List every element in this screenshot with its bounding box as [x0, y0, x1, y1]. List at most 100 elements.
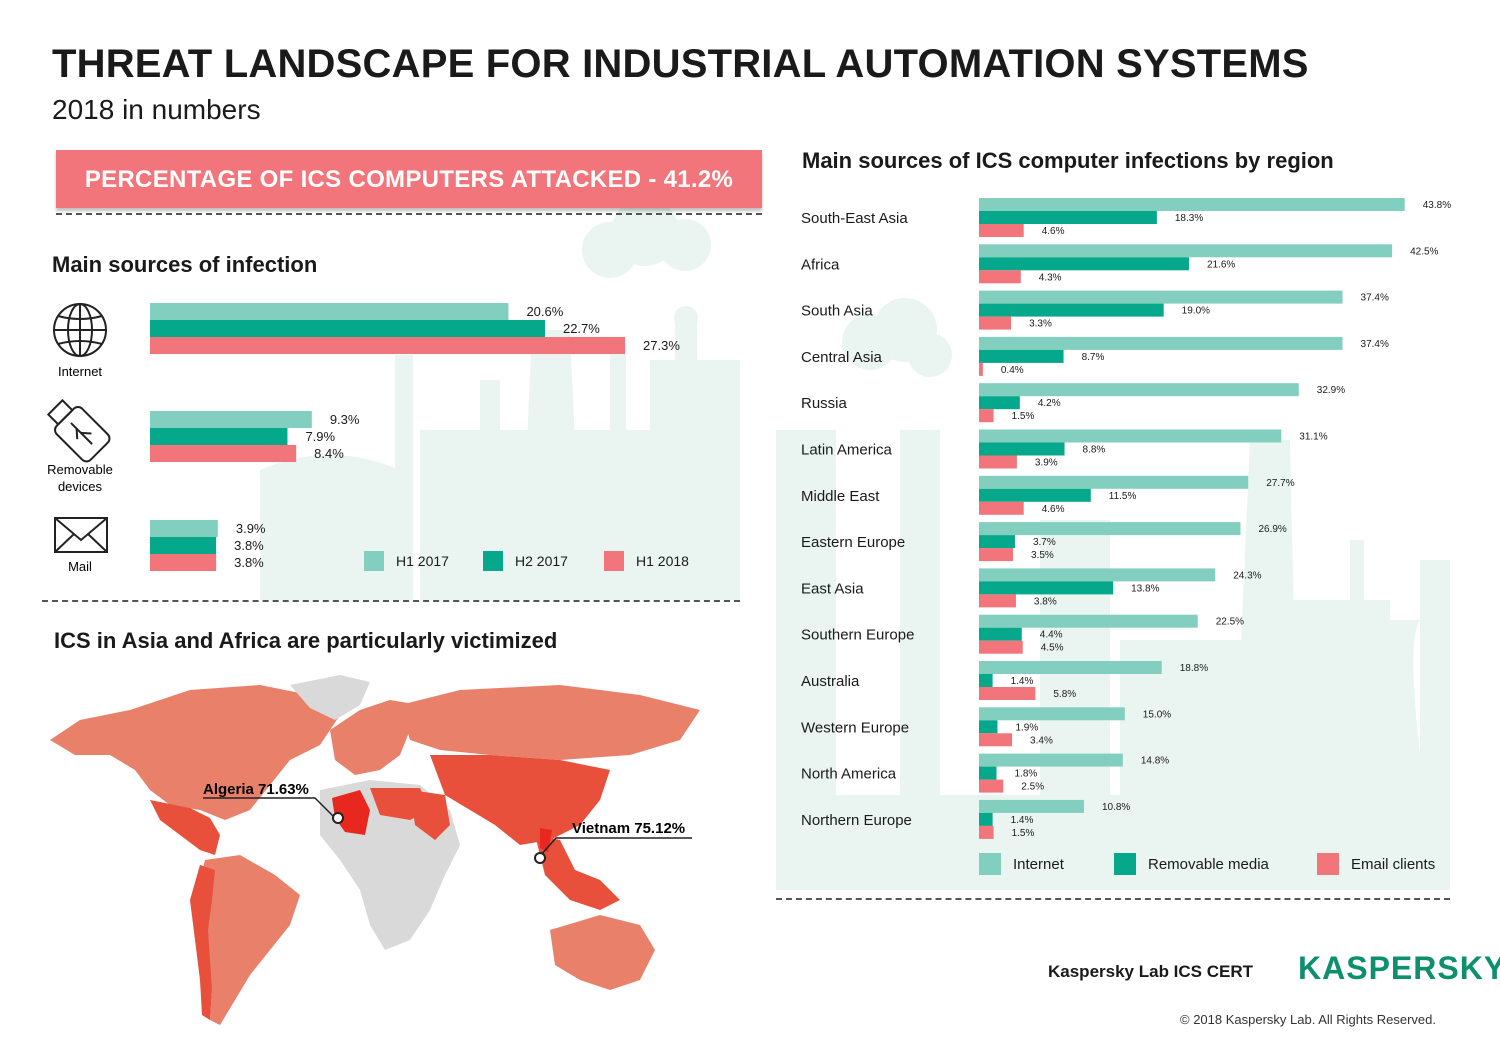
map-region-russia [400, 685, 700, 760]
region-bar-north-america-email-clients [979, 779, 1004, 793]
region-bar-latin-america-email-clients [979, 455, 1017, 469]
region-label: East Asia [801, 580, 864, 597]
region-bar-south-asia-internet [979, 290, 1343, 304]
source-bar-removable-devices-h1-2018 [150, 445, 297, 462]
region-label: Central Asia [801, 349, 883, 366]
region-bar-value-label: 13.8% [1131, 583, 1159, 594]
map-region-australia [550, 915, 655, 990]
page-title: THREAT LANDSCAPE FOR INDUSTRIAL AUTOMATI… [52, 42, 1309, 86]
region-bar-value-label: 3.9% [1035, 458, 1058, 469]
region-bar-value-label: 1.5% [1012, 828, 1035, 839]
world-map: Algeria 71.63% Vietnam 75.12% [50, 675, 700, 1025]
region-bar-africa-removable-media [979, 257, 1189, 271]
region-bar-northern-europe-removable-media [979, 812, 993, 826]
region-bar-central-asia-removable-media [979, 349, 1064, 363]
source-bar-internet-h2-2017 [150, 320, 545, 337]
region-bar-value-label: 1.5% [1012, 411, 1035, 422]
region-bar-africa-email-clients [979, 270, 1021, 284]
region-bar-south-asia-email-clients [979, 316, 1012, 330]
region-bar-value-label: 21.6% [1207, 259, 1235, 270]
copyright-notice: © 2018 Kaspersky Lab. All Rights Reserve… [1180, 1012, 1436, 1027]
map-region-north-america [50, 685, 340, 820]
region-bar-value-label: 31.1% [1299, 432, 1327, 443]
attacked-percentage-banner: PERCENTAGE OF ICS COMPUTERS ATTACKED - 4… [56, 150, 762, 208]
source-bar-removable-devices-h2-2017 [150, 428, 288, 445]
region-bar-middle-east-email-clients [979, 501, 1024, 515]
region-label: South-East Asia [801, 210, 908, 227]
region-label: Russia [801, 395, 848, 412]
source-bar-value-label: 7.9% [305, 429, 335, 444]
removable-icon-label-1: Removable [47, 462, 113, 477]
sources-legend-swatch [604, 551, 624, 571]
region-bar-value-label: 26.9% [1258, 524, 1286, 535]
footer-organization: Kaspersky Lab ICS CERT [1048, 962, 1254, 981]
region-bar-value-label: 2.5% [1021, 782, 1044, 793]
region-bar-east-asia-removable-media [979, 581, 1114, 595]
sources-section-title: Main sources of infection [52, 252, 318, 277]
map-region-south-america [195, 855, 300, 1025]
region-bar-value-label: 1.4% [1011, 676, 1034, 687]
region-bar-southern-europe-email-clients [979, 640, 1023, 654]
region-bar-middle-east-internet [979, 475, 1249, 489]
region-bar-north-america-removable-media [979, 766, 997, 780]
region-bar-value-label: 18.3% [1175, 213, 1203, 224]
algeria-callout: Algeria 71.63% [203, 781, 344, 824]
region-bar-value-label: 3.8% [1034, 596, 1057, 607]
usb-drive-icon [46, 398, 111, 463]
region-bar-eastern-europe-internet [979, 522, 1241, 536]
region-bar-central-asia-internet [979, 336, 1343, 350]
region-bar-value-label: 5.8% [1053, 689, 1076, 700]
map-region-south-east-asia [535, 835, 620, 910]
source-bar-mail-h1-2017 [150, 520, 218, 537]
map-region-algeria [332, 790, 370, 835]
region-bar-africa-internet [979, 244, 1393, 258]
region-label: Southern Europe [801, 627, 914, 644]
divider [56, 213, 762, 215]
region-bar-value-label: 37.4% [1361, 339, 1389, 350]
region-legend-swatch [1114, 853, 1136, 875]
source-bar-internet-h1-2017 [150, 303, 509, 320]
region-bar-southern-europe-removable-media [979, 627, 1022, 641]
source-bar-value-label: 9.3% [330, 412, 360, 427]
divider [776, 898, 1450, 900]
sources-legend-swatch [364, 551, 384, 571]
region-bar-value-label: 4.3% [1039, 272, 1062, 283]
region-bar-value-label: 4.5% [1041, 643, 1064, 654]
source-bar-internet-h1-2018 [150, 337, 626, 354]
region-label: Latin America [801, 442, 893, 459]
source-bar-value-label: 3.8% [234, 538, 264, 553]
region-bar-value-label: 3.3% [1029, 319, 1052, 330]
region-legend-label: Internet [1013, 856, 1065, 873]
mail-icon [54, 517, 108, 553]
source-bar-value-label: 20.6% [526, 304, 563, 319]
region-bar-northern-europe-internet [979, 799, 1084, 813]
region-legend-swatch [979, 853, 1001, 875]
sources-chart: Internet Removable devices Mail 20.6%22.… [46, 303, 689, 574]
region-bar-value-label: 43.8% [1423, 200, 1451, 211]
region-label: Eastern Europe [801, 534, 905, 551]
source-bar-mail-h2-2017 [150, 537, 217, 554]
kaspersky-logo: KASPERSKYlab [1298, 950, 1500, 987]
region-bar-australia-email-clients [979, 687, 1036, 700]
map-region-middle-east [410, 790, 450, 840]
map-region-europe [330, 700, 420, 775]
region-label: Middle East [801, 488, 880, 505]
region-bar-russia-removable-media [979, 396, 1020, 410]
region-bar-value-label: 18.8% [1180, 663, 1208, 674]
region-bar-value-label: 15.0% [1143, 709, 1171, 720]
region-bar-value-label: 0.4% [1001, 365, 1024, 376]
region-bar-value-label: 14.8% [1141, 756, 1169, 767]
region-bar-value-label: 37.4% [1361, 293, 1389, 304]
region-label: Australia [801, 673, 860, 690]
region-bar-middle-east-removable-media [979, 488, 1091, 502]
region-bar-south-east-asia-internet [979, 198, 1405, 211]
region-bar-value-label: 3.7% [1033, 537, 1056, 548]
region-bar-western-europe-email-clients [979, 733, 1013, 747]
logo-text: KASPERSKY [1298, 950, 1500, 986]
algeria-callout-label: Algeria 71.63% [203, 781, 309, 798]
region-bar-latin-america-removable-media [979, 442, 1065, 456]
sources-legend-label: H2 2017 [515, 553, 568, 569]
region-legend-label: Removable media [1148, 856, 1270, 873]
removable-icon-label-2: devices [58, 479, 103, 494]
